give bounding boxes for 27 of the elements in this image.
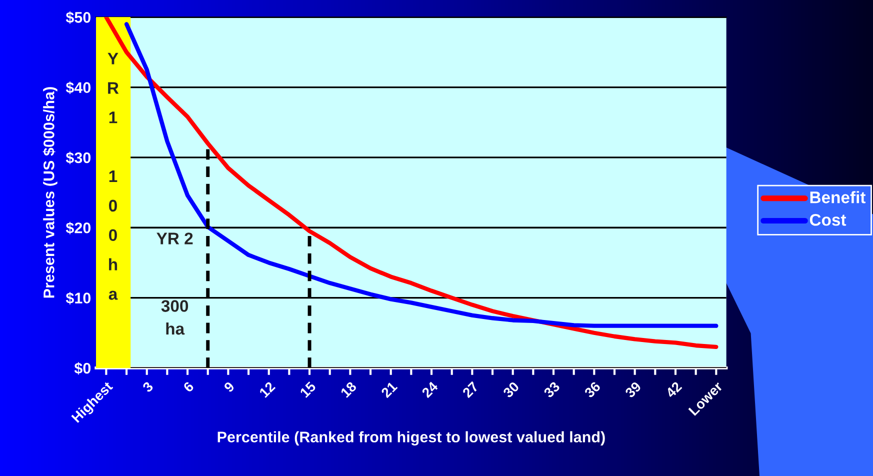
x-tick-label: 9 xyxy=(223,381,236,393)
x-tick-label: 21 xyxy=(380,380,398,398)
y-tick-label: $10 xyxy=(66,292,91,304)
text: YR1 100ha xyxy=(108,52,119,300)
x-tick-label: 42 xyxy=(664,381,682,398)
y-tick-label: $30 xyxy=(66,152,91,164)
y-tick-label: $0 xyxy=(74,362,91,375)
x-tick-label: 3 xyxy=(142,381,154,393)
x-tick-label: 24 xyxy=(421,380,439,398)
annotation: 300 ha xyxy=(161,300,188,335)
legend-label: Cost xyxy=(810,214,846,226)
x-tick-label: 36 xyxy=(584,381,602,398)
x-axis-title: Percentile (Ranked from higest to lowest valued land) xyxy=(218,431,605,446)
x-tick-label: 12 xyxy=(258,381,276,398)
x-tick-label: 39 xyxy=(624,381,642,398)
x-tick-label: 33 xyxy=(543,381,560,398)
y-tick-label: $40 xyxy=(66,81,91,94)
x-tick-label: 6 xyxy=(182,381,194,393)
x-tick-label: 18 xyxy=(340,381,358,398)
y-tick-label: $50 xyxy=(66,11,91,24)
x-tick-label: 27 xyxy=(462,381,479,398)
x-tick-label: 15 xyxy=(300,381,316,398)
x-tick-label: 30 xyxy=(502,381,520,398)
annotation: YR 2 xyxy=(156,232,193,244)
y-axis-title: Present values (US $000s/ha) xyxy=(42,87,58,298)
legend-label: Benefit xyxy=(810,191,866,204)
y-tick-label: $20 xyxy=(66,222,91,234)
